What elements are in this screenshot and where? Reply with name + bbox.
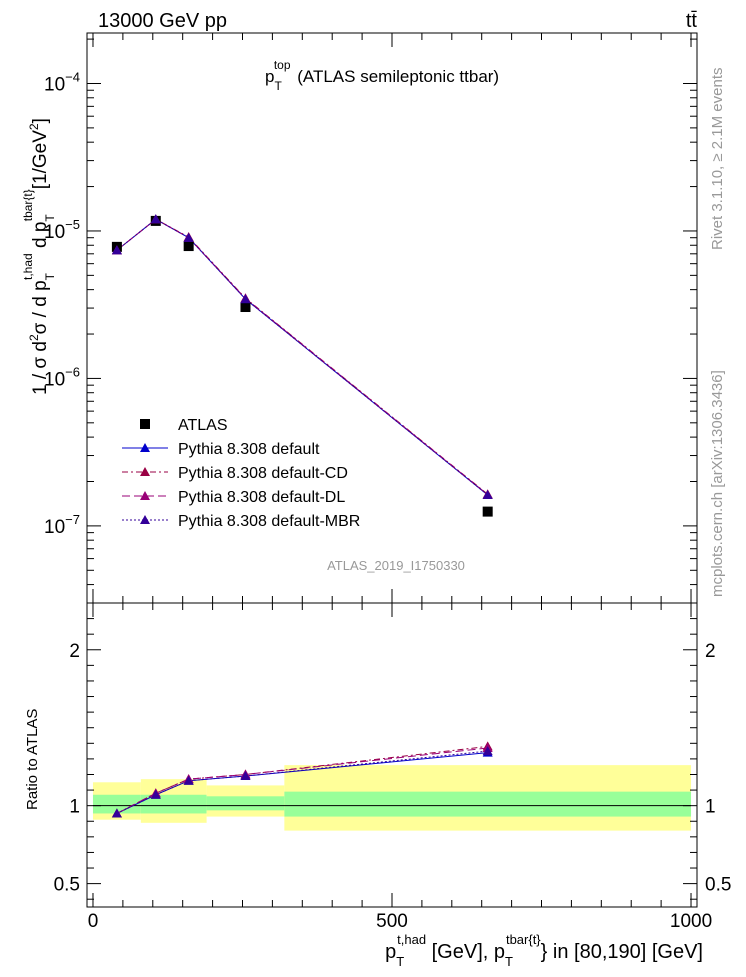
ratio-band-inner bbox=[92, 794, 141, 814]
main-ytick-base: 10 bbox=[44, 74, 65, 95]
legend-marker-cd bbox=[140, 467, 150, 476]
ratio-point-mbr bbox=[482, 746, 493, 756]
legend-marker-data bbox=[140, 419, 150, 429]
ratio-point-mbr bbox=[150, 789, 161, 799]
main-ytick-label: 10−5 bbox=[44, 217, 80, 243]
ratio-ytick-label: 2 bbox=[69, 641, 80, 662]
main-point-data bbox=[240, 302, 251, 313]
ratio-ytick-label: 0.5 bbox=[54, 875, 80, 896]
main-point-mbr bbox=[482, 489, 493, 499]
xtick-label: 500 bbox=[376, 911, 408, 932]
plot-title-main: p bbox=[265, 67, 274, 86]
xtick-label: 0 bbox=[88, 911, 99, 932]
legend-label-data: ATLAS bbox=[178, 417, 228, 434]
plot-title-sub: T bbox=[274, 79, 282, 93]
main-ylabel: 1 / σ d2σ / d pTt,had d pTtbar{t}[1/GeV2… bbox=[21, 118, 57, 395]
ratio-band-inner bbox=[140, 794, 207, 814]
main-ytick-base: 10 bbox=[44, 222, 65, 243]
main-ytick-exp: −6 bbox=[65, 364, 80, 379]
svg-text:1 / σ d2σ / d pTt,had d pTtbar: 1 / σ d2σ / d pTt,had d pTtbar{t}[1/GeV2… bbox=[21, 118, 57, 395]
ratio-ytick-label-right: 0.5 bbox=[705, 875, 731, 896]
ratio-ytick-label-right: 2 bbox=[705, 641, 716, 662]
legend-label-cd: Pythia 8.308 default-CD bbox=[178, 465, 348, 482]
main-point-data bbox=[183, 241, 194, 252]
ratio-line-mbr bbox=[116, 750, 488, 814]
ratio-plot-frame bbox=[86, 602, 698, 908]
xlabel: pTt,had [GeV], pTtbar{t}} in [80,190] [G… bbox=[385, 932, 703, 969]
legend-label-default: Pythia 8.308 default bbox=[178, 441, 320, 458]
main-point-mbr bbox=[150, 214, 161, 224]
ratio-ytick-label-right: 1 bbox=[705, 797, 716, 818]
main-line-mbr bbox=[116, 218, 489, 496]
process-label: tt̄ bbox=[686, 10, 698, 32]
svg-text:pTt,had [GeV], pTtbar{t}} in [: pTt,had [GeV], pTtbar{t}} in [80,190] [G… bbox=[385, 932, 703, 969]
plot-title-sup: top bbox=[274, 58, 291, 72]
main-ytick-exp: −7 bbox=[65, 512, 80, 527]
plot-title-rest: (ATLAS semileptonic ttbar) bbox=[293, 67, 500, 86]
main-point-mbr bbox=[240, 294, 251, 304]
xtick-label: 1000 bbox=[670, 911, 712, 932]
watermark: ATLAS_2019_I1750330 bbox=[327, 558, 465, 573]
main-ytick-exp: −4 bbox=[65, 69, 80, 84]
legend-label-dl: Pythia 8.308 default-DL bbox=[178, 489, 345, 506]
ratio-ytick-label: 1 bbox=[69, 797, 80, 818]
legend-marker-mbr bbox=[140, 515, 150, 524]
main-point-mbr bbox=[183, 232, 194, 242]
main-ytick-label: 10−7 bbox=[44, 512, 80, 538]
ratio-band-inner bbox=[206, 796, 285, 811]
main-ytick-label: 10−4 bbox=[44, 69, 80, 95]
legend-marker-default bbox=[140, 443, 150, 452]
ratio-point-mbr bbox=[183, 775, 194, 785]
main-ytick-base: 10 bbox=[44, 369, 65, 390]
energy-label: 13000 GeV pp bbox=[98, 10, 227, 32]
ratio-band-inner bbox=[284, 791, 692, 817]
main-ytick-base: 10 bbox=[44, 517, 65, 538]
ratio-ylabel: Ratio to ATLAS bbox=[24, 709, 41, 810]
main-point-data bbox=[482, 506, 493, 517]
ratio-point-mbr bbox=[111, 808, 122, 818]
plot-title: pTtop (ATLAS semileptonic ttbar) bbox=[265, 58, 499, 93]
main-ytick-label: 10−6 bbox=[44, 364, 80, 390]
mcplots-label: mcplots.cern.ch [arXiv:1306.3436] bbox=[709, 370, 726, 597]
ratio-point-mbr bbox=[240, 771, 251, 781]
rivet-label: Rivet 3.1.10, ≥ 2.1M events bbox=[709, 68, 726, 251]
main-ytick-exp: −5 bbox=[65, 217, 80, 232]
legend-marker-dl bbox=[140, 491, 150, 500]
legend-label-mbr: Pythia 8.308 default-MBR bbox=[178, 513, 360, 530]
main-point-mbr bbox=[111, 245, 122, 255]
